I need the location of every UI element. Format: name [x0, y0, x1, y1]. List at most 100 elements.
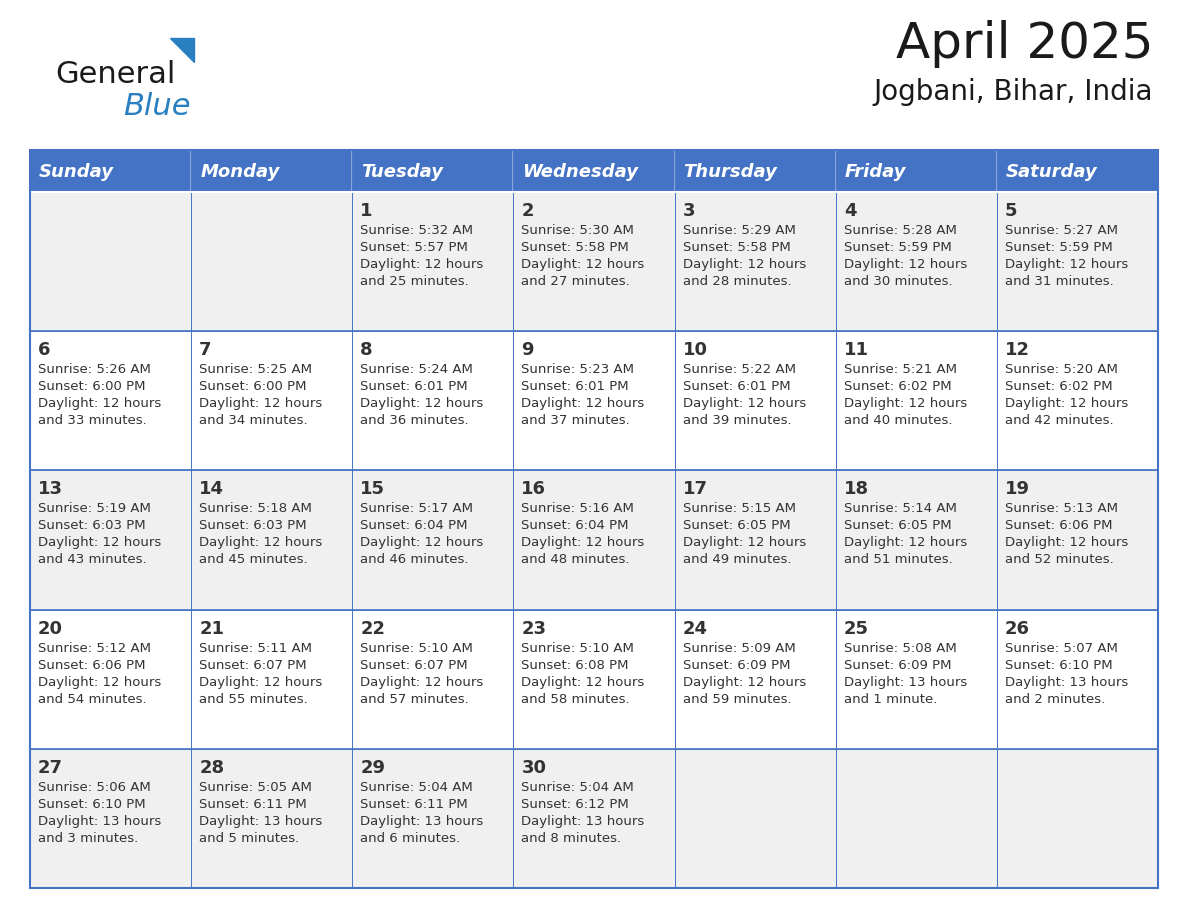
Bar — [191, 749, 353, 888]
Text: and 3 minutes.: and 3 minutes. — [38, 832, 138, 845]
Text: 9: 9 — [522, 341, 533, 359]
Text: Daylight: 12 hours: Daylight: 12 hours — [522, 536, 645, 549]
Text: Sunset: 6:02 PM: Sunset: 6:02 PM — [1005, 380, 1112, 393]
Text: Jogbani, Bihar, India: Jogbani, Bihar, India — [873, 78, 1154, 106]
Text: 18: 18 — [843, 480, 868, 498]
Text: Sunrise: 5:19 AM: Sunrise: 5:19 AM — [38, 502, 151, 515]
Bar — [353, 331, 513, 470]
Bar — [30, 610, 191, 749]
Text: Sunset: 6:05 PM: Sunset: 6:05 PM — [683, 520, 790, 532]
Text: 26: 26 — [1005, 620, 1030, 638]
Text: and 40 minutes.: and 40 minutes. — [843, 414, 953, 427]
Text: and 28 minutes.: and 28 minutes. — [683, 275, 791, 288]
Text: Sunrise: 5:29 AM: Sunrise: 5:29 AM — [683, 224, 796, 237]
Text: Sunrise: 5:23 AM: Sunrise: 5:23 AM — [522, 364, 634, 376]
Text: Sunrise: 5:28 AM: Sunrise: 5:28 AM — [843, 224, 956, 237]
Bar — [997, 150, 1158, 192]
Text: Wednesday: Wednesday — [523, 163, 638, 181]
Text: Sunset: 6:06 PM: Sunset: 6:06 PM — [1005, 520, 1112, 532]
Text: Daylight: 12 hours: Daylight: 12 hours — [683, 676, 805, 688]
Bar — [675, 470, 835, 610]
Text: Daylight: 12 hours: Daylight: 12 hours — [683, 258, 805, 271]
Bar — [513, 749, 675, 888]
Text: 8: 8 — [360, 341, 373, 359]
Text: Daylight: 12 hours: Daylight: 12 hours — [38, 676, 162, 688]
Text: Sunset: 6:07 PM: Sunset: 6:07 PM — [360, 658, 468, 672]
Text: and 55 minutes.: and 55 minutes. — [200, 692, 308, 706]
Bar — [513, 610, 675, 749]
Text: Daylight: 12 hours: Daylight: 12 hours — [360, 397, 484, 410]
Text: and 52 minutes.: and 52 minutes. — [1005, 554, 1113, 566]
Text: Monday: Monday — [200, 163, 279, 181]
Text: Daylight: 13 hours: Daylight: 13 hours — [1005, 676, 1129, 688]
Text: 4: 4 — [843, 202, 857, 220]
Text: Sunset: 6:08 PM: Sunset: 6:08 PM — [522, 658, 628, 672]
Text: Daylight: 12 hours: Daylight: 12 hours — [360, 536, 484, 549]
Text: Daylight: 12 hours: Daylight: 12 hours — [38, 536, 162, 549]
Text: Sunset: 6:03 PM: Sunset: 6:03 PM — [38, 520, 146, 532]
Text: Sunset: 6:07 PM: Sunset: 6:07 PM — [200, 658, 307, 672]
Text: Sunrise: 5:10 AM: Sunrise: 5:10 AM — [360, 642, 473, 655]
Text: General: General — [55, 60, 176, 89]
Text: Sunset: 6:01 PM: Sunset: 6:01 PM — [360, 380, 468, 393]
Text: 21: 21 — [200, 620, 225, 638]
Text: and 1 minute.: and 1 minute. — [843, 692, 937, 706]
Text: Daylight: 13 hours: Daylight: 13 hours — [360, 815, 484, 828]
Text: and 39 minutes.: and 39 minutes. — [683, 414, 791, 427]
Bar — [30, 150, 191, 192]
Text: Sunrise: 5:10 AM: Sunrise: 5:10 AM — [522, 642, 634, 655]
Text: 5: 5 — [1005, 202, 1017, 220]
Text: and 54 minutes.: and 54 minutes. — [38, 692, 146, 706]
Text: Daylight: 12 hours: Daylight: 12 hours — [843, 397, 967, 410]
Text: and 49 minutes.: and 49 minutes. — [683, 554, 791, 566]
Text: and 45 minutes.: and 45 minutes. — [200, 554, 308, 566]
Text: and 6 minutes.: and 6 minutes. — [360, 832, 461, 845]
Text: and 34 minutes.: and 34 minutes. — [200, 414, 308, 427]
Text: Daylight: 12 hours: Daylight: 12 hours — [200, 676, 322, 688]
Bar — [353, 150, 513, 192]
Text: Sunset: 6:04 PM: Sunset: 6:04 PM — [522, 520, 628, 532]
Text: Sunrise: 5:17 AM: Sunrise: 5:17 AM — [360, 502, 473, 515]
Text: and 42 minutes.: and 42 minutes. — [1005, 414, 1113, 427]
Text: 11: 11 — [843, 341, 868, 359]
Text: Sunset: 5:58 PM: Sunset: 5:58 PM — [522, 241, 630, 254]
Text: Daylight: 12 hours: Daylight: 12 hours — [522, 258, 645, 271]
Text: Sunrise: 5:27 AM: Sunrise: 5:27 AM — [1005, 224, 1118, 237]
Text: and 43 minutes.: and 43 minutes. — [38, 554, 146, 566]
Text: 17: 17 — [683, 480, 708, 498]
Text: Sunset: 6:11 PM: Sunset: 6:11 PM — [360, 798, 468, 811]
Text: and 37 minutes.: and 37 minutes. — [522, 414, 630, 427]
Bar — [30, 749, 191, 888]
Text: Sunset: 6:10 PM: Sunset: 6:10 PM — [38, 798, 146, 811]
Text: 14: 14 — [200, 480, 225, 498]
Text: Daylight: 13 hours: Daylight: 13 hours — [522, 815, 645, 828]
Bar — [191, 331, 353, 470]
Bar — [191, 192, 353, 331]
Bar — [513, 150, 675, 192]
Bar — [30, 331, 191, 470]
Bar — [30, 470, 191, 610]
Bar — [835, 470, 997, 610]
Bar — [997, 331, 1158, 470]
Text: Blue: Blue — [124, 92, 190, 121]
Text: Sunset: 5:59 PM: Sunset: 5:59 PM — [1005, 241, 1113, 254]
Text: 29: 29 — [360, 759, 385, 777]
Bar — [835, 610, 997, 749]
Text: Sunrise: 5:11 AM: Sunrise: 5:11 AM — [200, 642, 312, 655]
Text: Sunrise: 5:04 AM: Sunrise: 5:04 AM — [522, 781, 634, 794]
Bar — [835, 150, 997, 192]
Text: Sunrise: 5:26 AM: Sunrise: 5:26 AM — [38, 364, 151, 376]
Bar — [675, 150, 835, 192]
Text: Sunset: 6:11 PM: Sunset: 6:11 PM — [200, 798, 307, 811]
Text: 6: 6 — [38, 341, 51, 359]
Text: Sunrise: 5:09 AM: Sunrise: 5:09 AM — [683, 642, 795, 655]
Bar — [30, 150, 1158, 888]
Text: Sunrise: 5:08 AM: Sunrise: 5:08 AM — [843, 642, 956, 655]
Text: and 27 minutes.: and 27 minutes. — [522, 275, 630, 288]
Text: Daylight: 12 hours: Daylight: 12 hours — [843, 258, 967, 271]
Text: and 5 minutes.: and 5 minutes. — [200, 832, 299, 845]
Text: Sunrise: 5:13 AM: Sunrise: 5:13 AM — [1005, 502, 1118, 515]
Text: and 25 minutes.: and 25 minutes. — [360, 275, 469, 288]
Text: Sunset: 6:12 PM: Sunset: 6:12 PM — [522, 798, 630, 811]
Text: Sunset: 5:58 PM: Sunset: 5:58 PM — [683, 241, 790, 254]
